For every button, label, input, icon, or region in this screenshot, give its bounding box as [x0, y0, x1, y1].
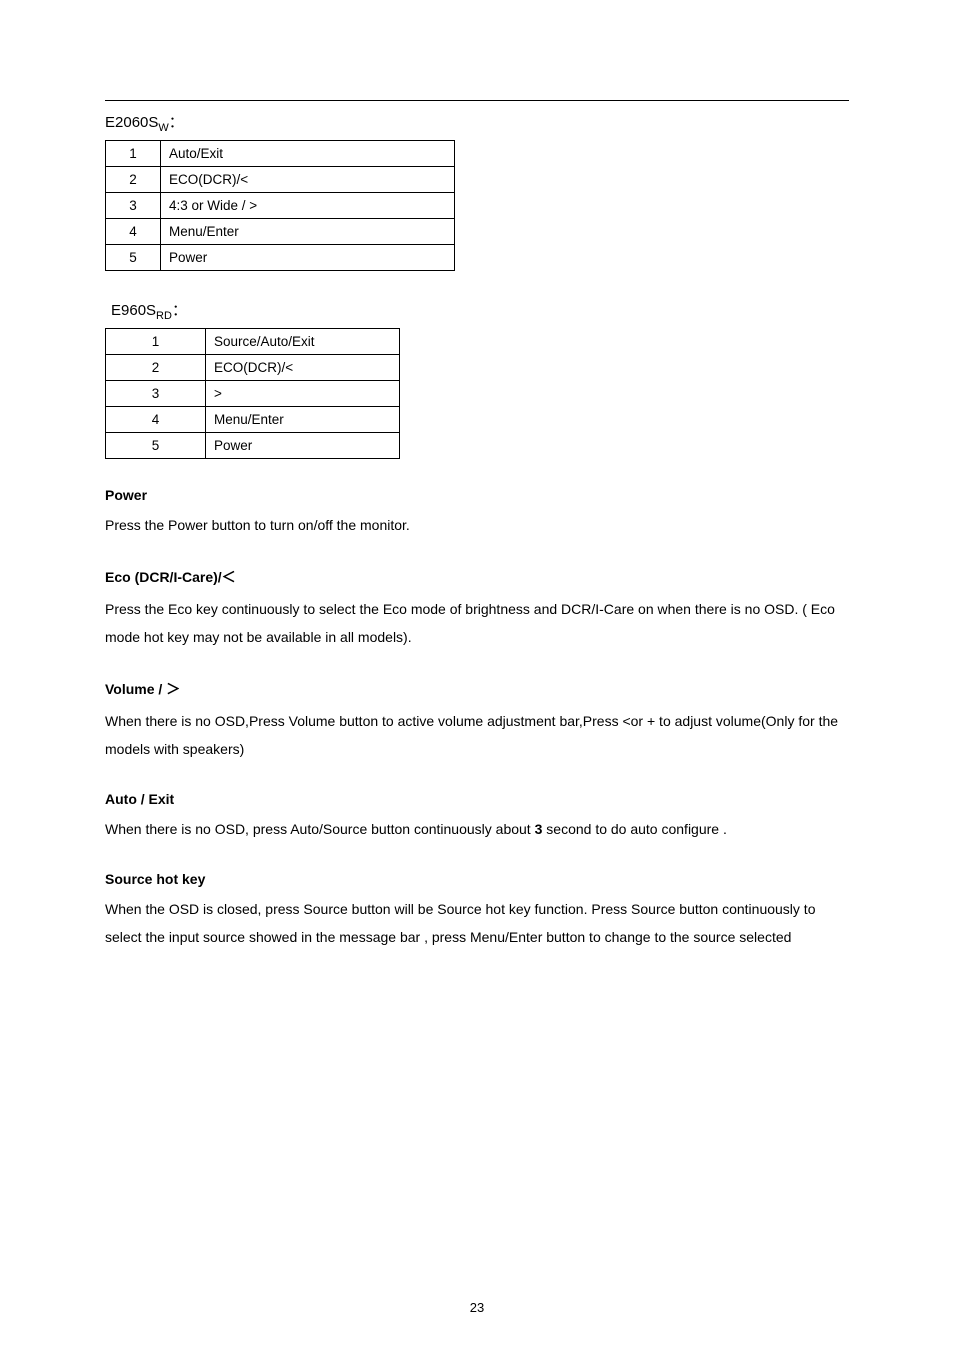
- model2-name: E960S: [111, 302, 156, 319]
- model1-suffix: ：: [169, 114, 184, 131]
- cell-num: 5: [106, 245, 161, 271]
- power-heading: Power: [105, 487, 849, 503]
- model2-table: 1Source/Auto/Exit 2ECO(DCR)/< 3> 4Menu/E…: [105, 328, 400, 459]
- cell-num: 1: [106, 141, 161, 167]
- cell-label: Menu/Enter: [206, 407, 400, 433]
- cell-label: ECO(DCR)/<: [161, 167, 455, 193]
- auto-heading: Auto / Exit: [105, 791, 849, 807]
- cell-num: 1: [106, 329, 206, 355]
- model1-table: 1Auto/Exit 2ECO(DCR)/< 34:3 or Wide / > …: [105, 140, 455, 271]
- auto-text: When there is no OSD, press Auto/Source …: [105, 815, 849, 843]
- cell-label: Menu/Enter: [161, 219, 455, 245]
- page-number: 23: [0, 1300, 954, 1315]
- volume-heading: Volume / ＞: [105, 679, 849, 699]
- table-row: 4Menu/Enter: [106, 407, 400, 433]
- cell-label: Auto/Exit: [161, 141, 455, 167]
- table-row: 1Auto/Exit: [106, 141, 455, 167]
- table-row: 2ECO(DCR)/<: [106, 355, 400, 381]
- volume-text: When there is no OSD,Press Volume button…: [105, 707, 849, 763]
- top-rule: [105, 100, 849, 101]
- model1-name: E2060S: [105, 114, 158, 131]
- table-row: 3>: [106, 381, 400, 407]
- eco-text: Press the Eco key continuously to select…: [105, 595, 849, 651]
- cell-label: ECO(DCR)/<: [206, 355, 400, 381]
- table-row: 34:3 or Wide / >: [106, 193, 455, 219]
- cell-num: 3: [106, 381, 206, 407]
- auto-text-post: second to do auto configure .: [542, 821, 726, 837]
- cell-num: 4: [106, 219, 161, 245]
- cell-label: Source/Auto/Exit: [206, 329, 400, 355]
- cell-label: Power: [161, 245, 455, 271]
- cell-num: 2: [106, 355, 206, 381]
- cell-label: >: [206, 381, 400, 407]
- table-row: 5Power: [106, 433, 400, 459]
- table-row: 2ECO(DCR)/<: [106, 167, 455, 193]
- cell-label: 4:3 or Wide / >: [161, 193, 455, 219]
- model2-title: E960SRD：: [111, 299, 849, 322]
- power-text: Press the Power button to turn on/off th…: [105, 511, 849, 539]
- model2-suffix: ：: [172, 302, 187, 319]
- table-row: 4Menu/Enter: [106, 219, 455, 245]
- table-row: 1Source/Auto/Exit: [106, 329, 400, 355]
- cell-num: 3: [106, 193, 161, 219]
- auto-text-pre: When there is no OSD, press Auto/Source …: [105, 821, 535, 837]
- model2-sub: RD: [156, 310, 172, 322]
- eco-heading: Eco (DCR/I-Care)/＜: [105, 567, 849, 587]
- cell-label: Power: [206, 433, 400, 459]
- cell-num: 2: [106, 167, 161, 193]
- cell-num: 4: [106, 407, 206, 433]
- cell-num: 5: [106, 433, 206, 459]
- model1-sub: W: [158, 122, 168, 134]
- source-text: When the OSD is closed, press Source but…: [105, 895, 849, 951]
- model1-title: E2060SW：: [105, 111, 849, 134]
- source-heading: Source hot key: [105, 871, 849, 887]
- table-row: 5Power: [106, 245, 455, 271]
